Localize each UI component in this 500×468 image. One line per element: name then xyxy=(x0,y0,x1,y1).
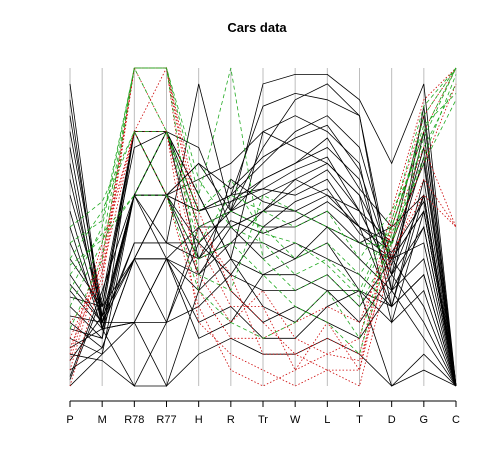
series-line-37 xyxy=(69,66,457,307)
x-tick-label-r77: R77 xyxy=(156,414,176,426)
x-tick-label-l: L xyxy=(324,414,330,426)
x-tick-label-w: W xyxy=(290,414,301,426)
series-line-36 xyxy=(69,67,457,308)
series-line-23 xyxy=(69,242,457,387)
x-tick-label-h: H xyxy=(195,414,203,426)
series-line-40 xyxy=(69,67,457,292)
x-tick-label-d: D xyxy=(388,414,396,426)
x-tick-label-m: M xyxy=(98,414,107,426)
x-tick-label-tr: Tr xyxy=(258,414,268,426)
x-tick-label-g: G xyxy=(420,414,429,426)
series-line-38 xyxy=(69,83,457,260)
x-tick-label-r78: R78 xyxy=(124,414,144,426)
series-line-43 xyxy=(69,93,457,298)
axis-ticks xyxy=(69,400,457,407)
x-tick-label-t: T xyxy=(356,414,363,426)
series-line-34 xyxy=(69,67,457,371)
x-tick-label-c: C xyxy=(452,414,460,426)
series-lines xyxy=(69,66,457,388)
series-line-39 xyxy=(69,99,457,340)
axis-labels: P M R78 R77 H R Tr W L T D G C xyxy=(66,414,460,426)
chart-title: Cars data xyxy=(227,20,287,35)
x-tick-label-p: P xyxy=(66,414,73,426)
x-tick-label-r: R xyxy=(227,414,235,426)
